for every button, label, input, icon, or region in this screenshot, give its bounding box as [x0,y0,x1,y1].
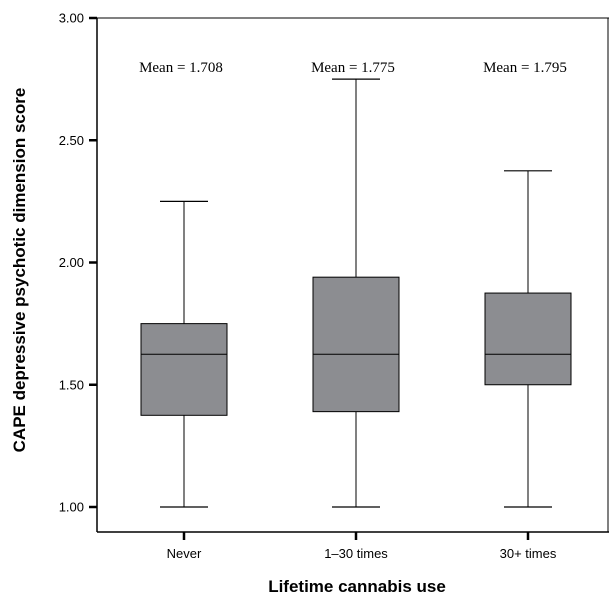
y-tick-label: 3.00 [59,11,84,26]
mean-label: Mean = 1.708 [139,60,223,76]
box-1 [140,200,228,508]
iqr-box [140,323,228,416]
box-3 [484,170,572,508]
x-tick-label: 30+ times [500,546,557,561]
boxes [140,78,572,508]
y-axis-title: CAPE depressive psychotic dimension scor… [10,88,29,453]
y-tick-label: 2.50 [59,133,84,148]
iqr-box [484,292,572,386]
y-tick-label: 1.50 [59,377,84,392]
mean-label: Mean = 1.775 [311,60,395,76]
y-ticks: 1.00 1.50 2.00 2.50 3.00 [59,11,97,515]
mean-labels: Mean = 1.708 Mean = 1.775 Mean = 1.795 [139,60,567,76]
iqr-box [312,276,400,413]
x-tick-label: 1–30 times [324,546,388,561]
x-tick-label: Never [167,546,202,561]
x-ticks: Never 1–30 times 30+ times [167,532,557,561]
y-tick-label: 2.00 [59,255,84,270]
x-axis-title: Lifetime cannabis use [268,577,446,596]
y-tick-label: 1.00 [59,500,84,515]
box-2 [312,78,400,508]
mean-label: Mean = 1.795 [483,60,567,76]
